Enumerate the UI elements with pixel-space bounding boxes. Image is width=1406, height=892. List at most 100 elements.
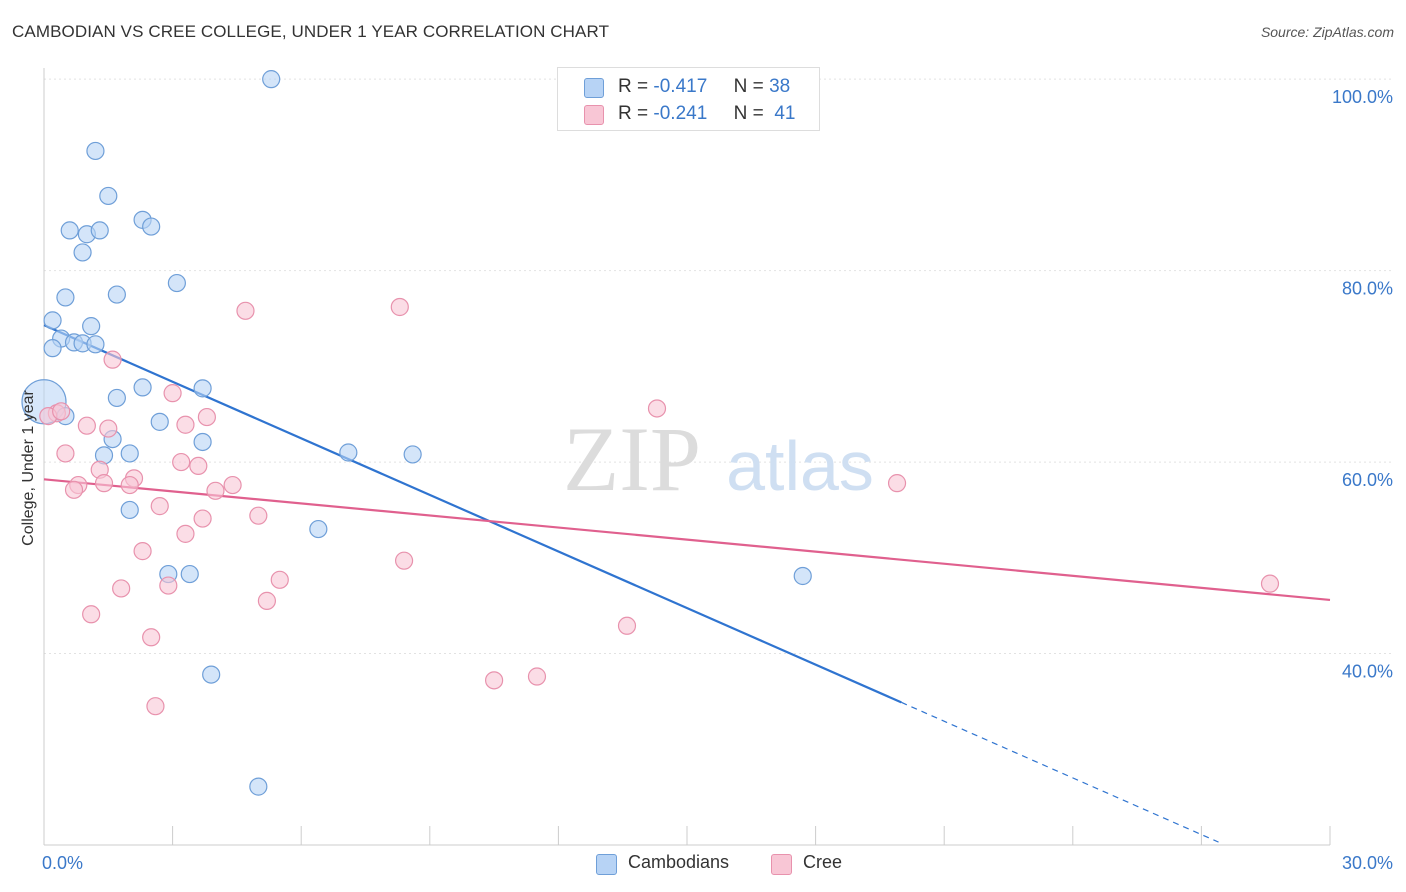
point-cambodians: [99, 186, 118, 206]
point-cree: [172, 452, 191, 472]
point-cree: [120, 475, 139, 495]
legend-n-label: N =: [733, 76, 764, 97]
tick-labels: 100.0% 80.0% 60.0% 40.0% 0.0% 30.0%: [42, 87, 1393, 873]
point-cree: [142, 628, 161, 647]
point-cambodians: [43, 339, 62, 358]
point-cambodians: [202, 665, 221, 684]
point-cambodians: [262, 70, 281, 89]
point-cambodians: [339, 443, 358, 462]
point-cree: [99, 419, 118, 438]
point-cree: [647, 399, 667, 418]
point-cambodians: [193, 379, 212, 398]
bottom-legend-swatch-cree: [771, 854, 792, 875]
legend-r-cambodians: -0.417: [653, 76, 708, 97]
legend-swatch-cambodians: [584, 78, 604, 98]
legend-r-label: R =: [618, 76, 649, 97]
point-cree: [485, 671, 504, 690]
y-tick-label: 80.0%: [1342, 279, 1393, 299]
point-cambodians: [120, 500, 139, 520]
chart-title: CAMBODIAN VS CREE COLLEGE, UNDER 1 YEAR …: [12, 22, 610, 41]
x-tick-label: 0.0%: [42, 853, 83, 873]
bottom-legend-label-cree: Cree: [803, 852, 843, 872]
point-cree: [176, 415, 195, 434]
watermark: ZIP atlas: [563, 408, 874, 510]
trend-line-cambodians: [43, 324, 902, 704]
bottom-legend-swatch-cambodians: [596, 854, 617, 875]
point-cree: [1260, 574, 1280, 593]
point-cree: [236, 301, 255, 320]
point-cree: [193, 509, 212, 528]
point-cree: [159, 576, 178, 595]
x-tick-label: 30.0%: [1342, 853, 1393, 873]
point-cree: [146, 697, 165, 716]
legend-r-cree: -0.241: [653, 103, 708, 124]
y-tick-label: 40.0%: [1342, 662, 1393, 682]
y-axis-label: College, Under 1 year: [20, 390, 37, 546]
point-cree: [163, 384, 182, 403]
point-cree: [249, 506, 268, 525]
point-cambodians: [82, 317, 101, 336]
point-cree: [527, 667, 547, 686]
point-cambodians: [167, 273, 186, 293]
point-cambodians: [86, 141, 105, 161]
grid-lines: [44, 78, 1394, 655]
watermark-zip: ZIP: [563, 408, 701, 510]
point-cree: [133, 542, 152, 561]
trend-lines: [43, 324, 1331, 843]
point-cambodians: [793, 566, 812, 586]
data-points: [21, 70, 1280, 796]
point-cree: [887, 474, 907, 493]
point-cambodians: [107, 285, 126, 304]
point-cree: [77, 416, 96, 435]
point-cree: [82, 605, 101, 624]
trend-line-cree: [43, 478, 1331, 602]
point-cambodians: [249, 777, 268, 796]
point-cree: [103, 350, 122, 369]
point-cambodians: [73, 243, 92, 262]
point-cree: [112, 579, 131, 598]
point-cree: [176, 524, 195, 543]
trend-line-cambodians-extension: [901, 701, 1219, 843]
bottom-legend-label-cambodians: Cambodians: [628, 852, 730, 872]
legend-swatch-cree: [584, 105, 604, 125]
point-cambodians: [107, 388, 126, 408]
point-cambodians: [60, 221, 79, 240]
axes: [43, 68, 1331, 846]
point-cree: [617, 616, 637, 635]
y-tick-label: 100.0%: [1332, 87, 1393, 107]
point-cree: [150, 497, 169, 516]
point-cree: [257, 591, 277, 610]
point-cambodians: [150, 412, 169, 431]
watermark-atlas: atlas: [726, 427, 874, 505]
y-tick-label: 60.0%: [1342, 470, 1393, 490]
legend-n-cambodians: 38: [769, 76, 791, 97]
legend-n-label: N =: [733, 103, 764, 124]
point-cree: [94, 474, 114, 493]
point-cambodians: [56, 288, 75, 307]
point-cree: [56, 444, 75, 463]
legend-box: R = -0.417 N = 38 R = -0.241 N = 41: [557, 67, 820, 131]
point-cree: [52, 402, 71, 421]
legend-r-label: R =: [618, 103, 649, 124]
chart-source: Source: ZipAtlas.com: [1260, 24, 1394, 40]
point-cree: [189, 456, 208, 476]
point-cree: [394, 551, 414, 570]
point-cree: [197, 407, 216, 427]
point-cambodians: [90, 221, 109, 240]
point-cree: [270, 570, 289, 589]
point-cambodians: [193, 432, 212, 452]
point-cambodians: [309, 519, 328, 539]
point-cambodians: [180, 564, 199, 584]
point-cambodians: [133, 378, 152, 397]
point-cree: [64, 480, 84, 499]
point-cambodians: [86, 335, 105, 354]
point-cambodians: [403, 445, 422, 464]
point-cambodians: [120, 444, 139, 463]
point-cree: [206, 481, 225, 500]
legend-n-cree: 41: [774, 103, 796, 124]
point-cree: [223, 475, 242, 495]
point-cree: [390, 297, 409, 317]
point-cambodians: [43, 311, 62, 330]
point-cambodians: [142, 217, 161, 236]
